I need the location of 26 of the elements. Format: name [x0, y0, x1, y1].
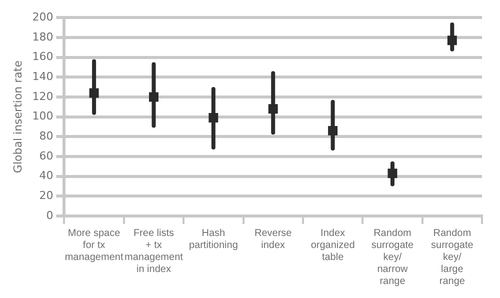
x-tick-label: Index organized table	[310, 228, 355, 263]
x-tick-label: Random surrogate key/ large range	[431, 228, 474, 287]
x-tick-label: Free lists + tx management in index	[124, 228, 184, 275]
point	[388, 168, 398, 178]
y-tick-label: 180	[32, 30, 54, 44]
y-tick-label: 0	[46, 208, 54, 222]
y-tick-label: 20	[39, 189, 54, 202]
point	[268, 104, 278, 114]
x-tick-label: Reverse index	[254, 228, 292, 251]
x-tick-label: Hash partitioning	[188, 228, 238, 251]
y-tick-label: 140	[32, 70, 54, 83]
x-tick-label: More space for tx management	[64, 228, 124, 263]
point	[148, 92, 158, 102]
y-tick-label: 80	[39, 130, 54, 142]
y-tick-label: 60	[39, 149, 54, 162]
point	[447, 36, 457, 46]
y-tick-label: 100	[32, 110, 54, 123]
point	[328, 126, 338, 136]
x-tick-label: Random surrogate key/ narrow range	[371, 228, 414, 287]
y-tick-label: 40	[39, 169, 54, 182]
y-tick-label: 120	[32, 90, 54, 103]
y-tick-label: 200	[32, 10, 54, 24]
point	[89, 88, 99, 98]
y-tick-label: 160	[32, 50, 54, 64]
y-axis-title: Global insertion rate	[11, 60, 24, 174]
point	[208, 113, 218, 123]
